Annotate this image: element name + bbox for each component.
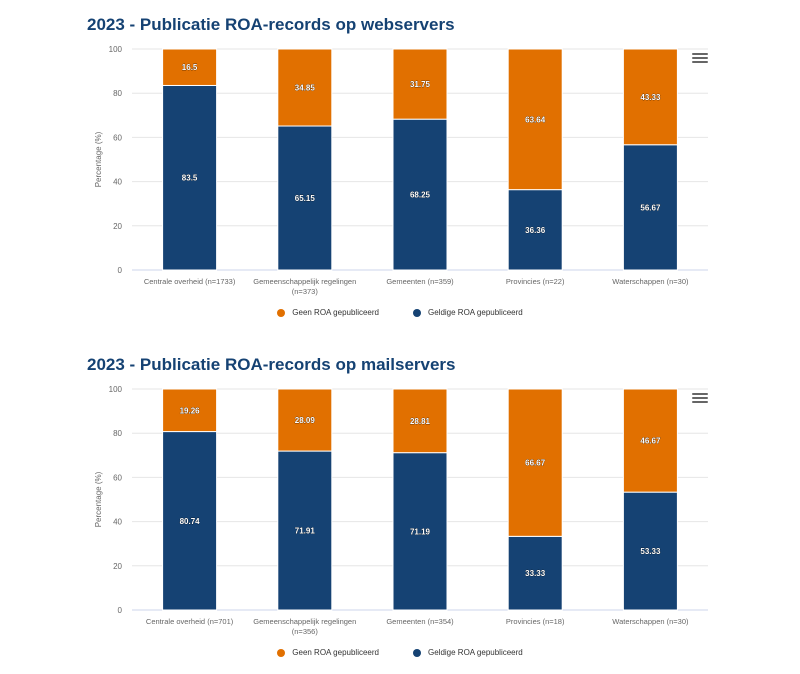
y-tick-label: 100 bbox=[109, 385, 123, 394]
legend-label: Geen ROA gepubliceerd bbox=[292, 648, 379, 657]
y-tick-label: 80 bbox=[113, 89, 122, 98]
chart-menu-button[interactable] bbox=[692, 51, 708, 65]
hamburger-menu-line bbox=[692, 397, 708, 399]
bar-geldige-roa bbox=[622, 144, 678, 271]
x-tick-label: Gemeenschappelijk regelingen bbox=[253, 617, 356, 626]
y-axis-title: Percentage (%) bbox=[94, 471, 103, 527]
data-label: 63.64 bbox=[525, 115, 546, 124]
x-tick-label: Gemeenten (n=354) bbox=[386, 617, 454, 626]
hamburger-menu-line bbox=[692, 401, 708, 403]
hamburger-menu-icon bbox=[692, 393, 708, 395]
y-tick-label: 60 bbox=[113, 473, 122, 482]
chart-mailservers: 2023 - Publicatie ROA-records op mailser… bbox=[0, 340, 800, 674]
y-tick-label: 100 bbox=[109, 45, 123, 54]
bar-geldige-roa bbox=[277, 125, 333, 271]
data-label: 34.85 bbox=[295, 84, 316, 93]
bar-geen-roa bbox=[162, 388, 218, 433]
data-label: 43.33 bbox=[640, 93, 661, 102]
legend-marker-blue bbox=[413, 648, 421, 657]
bar-geldige-roa bbox=[162, 431, 218, 611]
legend-item-geen-roa[interactable]: Geen ROA gepubliceerd bbox=[277, 648, 379, 657]
bar-geen-roa bbox=[392, 388, 448, 454]
bar-geldige-roa bbox=[392, 118, 448, 271]
data-label: 36.36 bbox=[525, 226, 546, 235]
legend-label: Geldige ROA gepubliceerd bbox=[428, 308, 523, 317]
bar-geen-roa bbox=[507, 48, 563, 191]
legend-marker-orange bbox=[277, 308, 286, 317]
bar-geen-roa bbox=[622, 48, 678, 146]
data-label: 65.15 bbox=[295, 194, 316, 203]
hamburger-menu-line bbox=[692, 57, 708, 59]
hamburger-menu-line bbox=[692, 61, 708, 63]
data-label: 19.26 bbox=[180, 406, 201, 415]
bar-geen-roa bbox=[277, 388, 333, 452]
chart-plot-mailservers: 0 20 40 60 80 100 Percentage (%) 80.74 19.26 Cent… bbox=[94, 385, 708, 636]
x-tick-label: Gemeenschappelijk regelingen bbox=[253, 277, 356, 286]
bar-geen-roa bbox=[162, 48, 218, 86]
data-label: 66.67 bbox=[525, 459, 546, 468]
bar-geen-roa bbox=[277, 48, 333, 127]
y-tick-label: 60 bbox=[113, 133, 122, 142]
bar-geen-roa bbox=[622, 388, 678, 493]
bar-geldige-roa bbox=[392, 452, 448, 611]
data-label: 46.67 bbox=[640, 437, 661, 446]
hamburger-menu-icon bbox=[692, 53, 708, 55]
y-tick-label: 40 bbox=[113, 518, 122, 527]
legend-label: Geen ROA gepubliceerd bbox=[292, 308, 379, 317]
data-label: 68.25 bbox=[410, 191, 431, 200]
chart-title: 2023 - Publicatie ROA-records op mailser… bbox=[87, 355, 456, 374]
bar-geldige-roa bbox=[507, 535, 563, 611]
chart-menu-button[interactable] bbox=[692, 391, 708, 405]
data-label: 80.74 bbox=[180, 517, 201, 526]
legend-item-geen-roa[interactable]: Geen ROA gepubliceerd bbox=[277, 308, 379, 317]
chart-legend: Geen ROA gepubliceerd Geldige ROA gepubl… bbox=[0, 308, 800, 317]
bar-geldige-roa bbox=[622, 491, 678, 611]
bar-geldige-roa bbox=[507, 189, 563, 271]
y-tick-label: 0 bbox=[118, 266, 123, 275]
chart-plot-webservers: 0 20 40 60 80 100 Percentage (%) 83.5 16.5 Centra… bbox=[94, 45, 708, 296]
x-tick-label: (n=373) bbox=[292, 287, 319, 296]
x-tick-label: Centrale overheid (n=1733) bbox=[144, 277, 236, 286]
data-label: 33.33 bbox=[525, 569, 546, 578]
x-tick-label: Centrale overheid (n=701) bbox=[146, 617, 234, 626]
data-label: 16.5 bbox=[182, 63, 198, 72]
data-label: 71.19 bbox=[410, 527, 431, 536]
bar-geldige-roa bbox=[277, 450, 333, 611]
bar-geen-roa bbox=[507, 388, 563, 537]
y-tick-label: 80 bbox=[113, 429, 122, 438]
data-label: 83.5 bbox=[182, 174, 198, 183]
data-label: 28.81 bbox=[410, 417, 431, 426]
bar-geen-roa bbox=[392, 48, 448, 120]
data-label: 71.91 bbox=[295, 527, 316, 536]
x-tick-label: Provincies (n=18) bbox=[506, 617, 565, 626]
x-tick-label: Gemeenten (n=359) bbox=[386, 277, 454, 286]
y-tick-label: 20 bbox=[113, 222, 122, 231]
y-axis-title: Percentage (%) bbox=[94, 131, 103, 187]
chart-title: 2023 - Publicatie ROA-records op webserv… bbox=[87, 15, 455, 34]
y-tick-label: 20 bbox=[113, 562, 122, 571]
legend-marker-blue bbox=[413, 308, 421, 317]
legend-label: Geldige ROA gepubliceerd bbox=[428, 648, 523, 657]
data-label: 53.33 bbox=[640, 547, 661, 556]
x-tick-label: Provincies (n=22) bbox=[506, 277, 565, 286]
data-label: 31.75 bbox=[410, 80, 431, 89]
legend-item-geldige-roa[interactable]: Geldige ROA gepubliceerd bbox=[413, 308, 523, 317]
data-label: 28.09 bbox=[295, 416, 316, 425]
chart-webservers: 2023 - Publicatie ROA-records op webserv… bbox=[0, 0, 800, 330]
y-tick-label: 40 bbox=[113, 178, 122, 187]
data-label: 56.67 bbox=[640, 203, 661, 212]
legend-marker-orange bbox=[277, 648, 286, 657]
legend-item-geldige-roa[interactable]: Geldige ROA gepubliceerd bbox=[413, 648, 523, 657]
chart-legend: Geen ROA gepubliceerd Geldige ROA gepubl… bbox=[0, 648, 800, 657]
x-tick-label: (n=356) bbox=[292, 627, 319, 636]
x-tick-label: Waterschappen (n=30) bbox=[612, 277, 689, 286]
x-tick-label: Waterschappen (n=30) bbox=[612, 617, 689, 626]
y-tick-label: 0 bbox=[118, 606, 123, 615]
